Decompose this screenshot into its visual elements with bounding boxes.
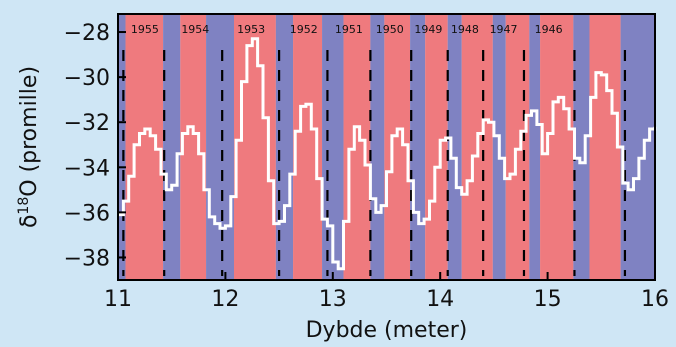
x-tick-label: 14 — [426, 287, 454, 312]
season-band-winter — [529, 14, 541, 280]
plot-frame — [117, 13, 656, 281]
x-tick-label: 11 — [104, 287, 132, 312]
season-band-summer — [125, 14, 164, 280]
year-label: 1946 — [535, 23, 563, 36]
season-band-winter — [620, 14, 655, 280]
y-tick-label: −38 — [64, 246, 110, 271]
y-axis-label-suffix: O (promille) — [17, 66, 42, 197]
year-label: 1948 — [451, 23, 479, 36]
season-band-winter — [163, 14, 181, 280]
season-band-winter — [573, 14, 590, 280]
x-tick-label: 15 — [534, 287, 562, 312]
x-tick-label: 13 — [319, 287, 347, 312]
year-label: 1950 — [376, 23, 404, 36]
series-layer — [118, 37, 657, 271]
y-tick-label: −36 — [64, 201, 110, 226]
season-band-winter — [447, 14, 462, 280]
x-axis-ticks: 11 12 13 14 15 16 — [104, 272, 669, 312]
season-band-winter — [118, 14, 126, 280]
year-label: 1952 — [290, 23, 318, 36]
y-tick-label: −30 — [64, 66, 110, 91]
season-band-summer — [384, 14, 411, 280]
y-tick-label: −32 — [64, 111, 110, 136]
season-band-winter — [370, 14, 385, 280]
series-line — [118, 37, 657, 271]
y-tick-label: −34 — [64, 156, 110, 181]
year-label: 1955 — [131, 23, 159, 36]
year-boundary-lines — [122, 50, 627, 276]
x-tick-label: 12 — [211, 287, 239, 312]
season-band-summer — [589, 14, 621, 280]
year-labels: 1955 1954 1953 1952 1951 1950 1949 1948 1947 1946 — [131, 23, 563, 36]
year-label: 1953 — [237, 23, 265, 36]
season-band-summer — [180, 14, 207, 280]
y-axis-ticks: −28 −30 −32 −34 −36 −38 — [64, 21, 126, 271]
y-axis-label-prefix: δ — [17, 215, 42, 228]
year-label: 1951 — [335, 23, 363, 36]
y-tick-label: −28 — [64, 21, 110, 46]
year-label: 1954 — [181, 23, 209, 36]
year-label: 1947 — [490, 23, 518, 36]
x-axis-label: Dybde (meter) — [306, 318, 468, 343]
season-band-summer — [505, 14, 530, 280]
season-band-winter — [410, 14, 426, 280]
season-band-summer — [425, 14, 448, 280]
season-band-winter — [206, 14, 234, 280]
y-axis-label-sup: 18 — [16, 197, 32, 215]
x-tick-label: 16 — [641, 287, 669, 312]
season-band-summer — [540, 14, 574, 280]
year-label: 1949 — [414, 23, 442, 36]
y-axis-label: δ18O (promille) — [16, 66, 42, 228]
